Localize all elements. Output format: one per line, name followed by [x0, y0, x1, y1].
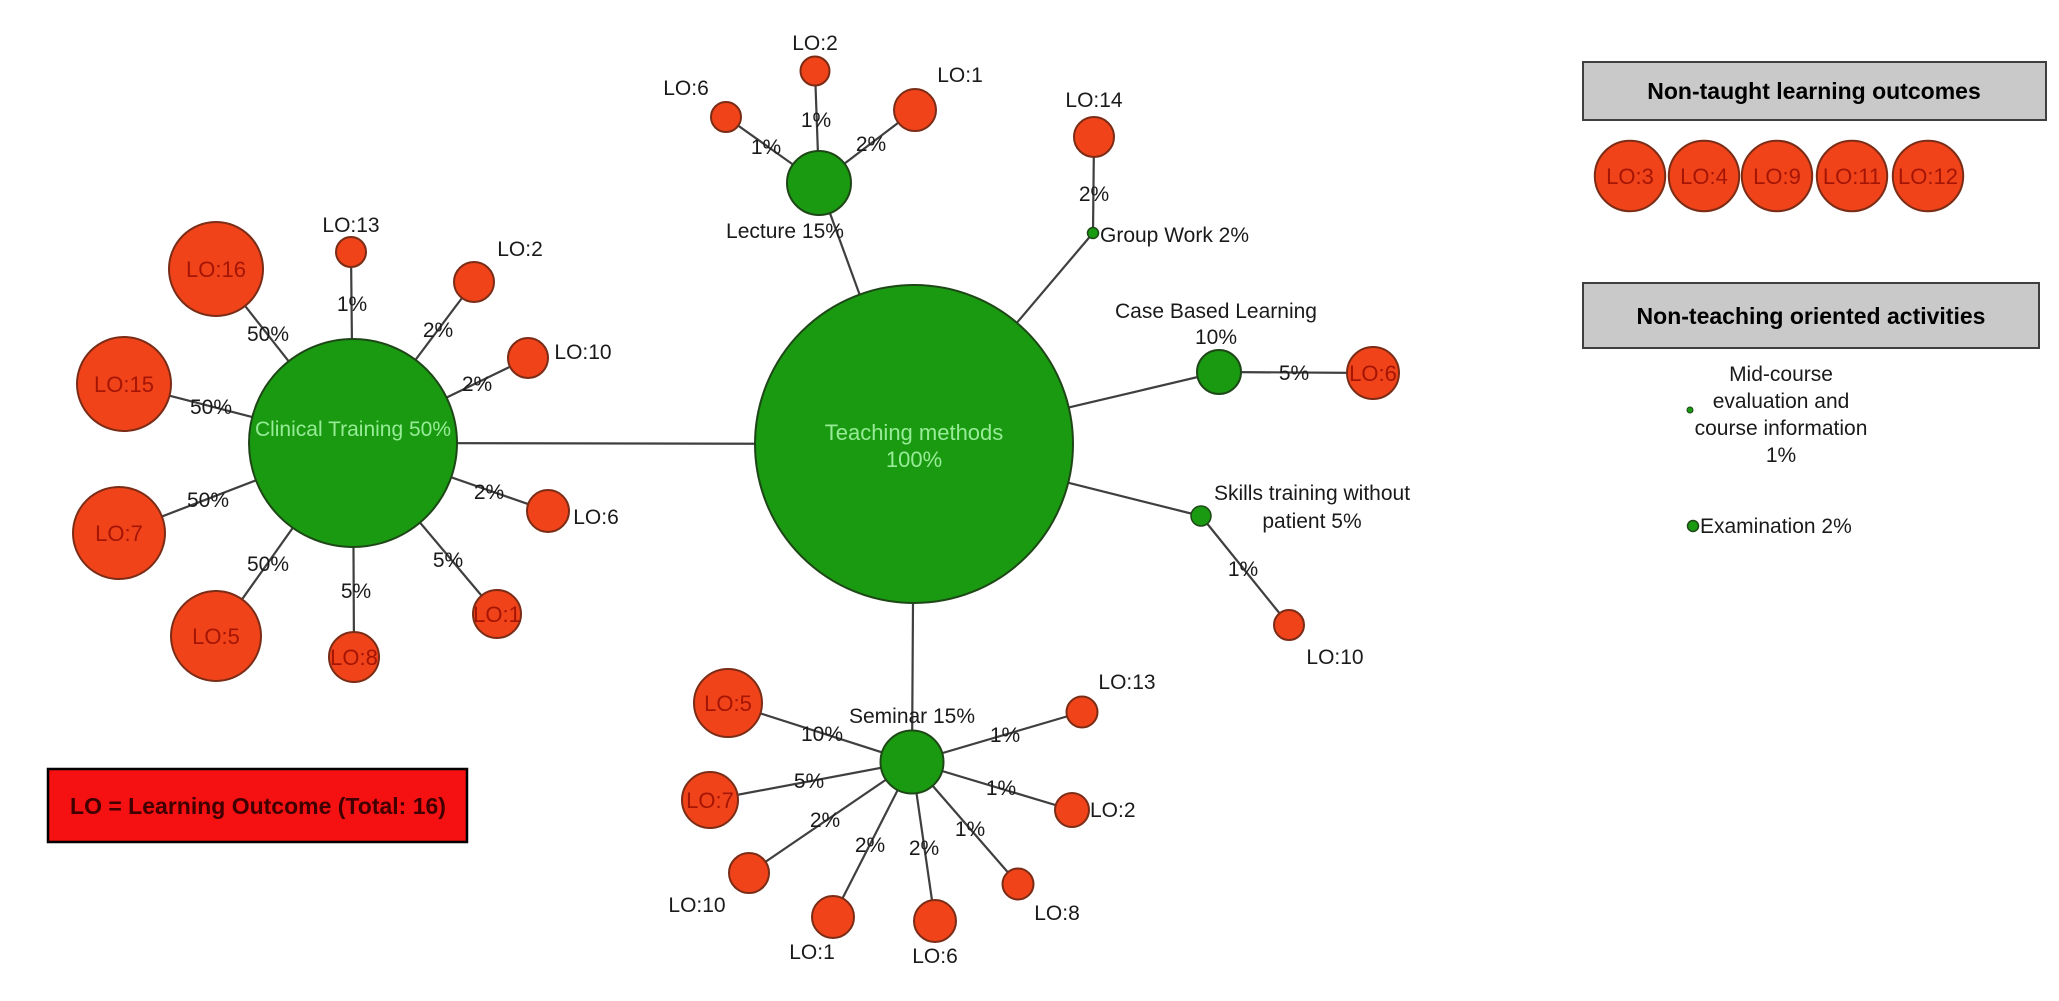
svg-text:LO:10: LO:10 — [668, 894, 725, 917]
svg-text:2%: 2% — [810, 809, 840, 832]
svg-text:Non-taught learning outcomes: Non-taught learning outcomes — [1647, 78, 1981, 104]
svg-text:5%: 5% — [341, 580, 371, 603]
svg-text:1%: 1% — [1228, 558, 1258, 581]
svg-text:LO:13: LO:13 — [1098, 671, 1155, 694]
svg-text:LO:5: LO:5 — [704, 691, 752, 716]
svg-text:LO:1: LO:1 — [789, 941, 835, 964]
svg-text:Seminar 15%: Seminar 15% — [849, 705, 975, 728]
svg-text:50%: 50% — [247, 553, 289, 576]
svg-text:1%: 1% — [801, 109, 831, 132]
svg-text:LO:3: LO:3 — [1606, 164, 1654, 189]
svg-text:LO:8: LO:8 — [1034, 902, 1080, 925]
svg-text:course information: course information — [1695, 417, 1868, 440]
svg-text:Case Based Learning: Case Based Learning — [1115, 300, 1317, 323]
svg-text:Non-teaching oriented activiti: Non-teaching oriented activities — [1637, 303, 1986, 329]
svg-text:Clinical Training 50%: Clinical Training 50% — [255, 418, 451, 441]
svg-text:LO:11: LO:11 — [1823, 164, 1881, 189]
svg-text:LO:7: LO:7 — [686, 788, 734, 813]
svg-text:LO = Learning Outcome (Total:: LO = Learning Outcome (Total: 16) — [70, 793, 446, 819]
svg-text:100%: 100% — [886, 447, 942, 472]
svg-text:LO:1: LO:1 — [473, 602, 521, 627]
svg-text:LO:6: LO:6 — [912, 945, 958, 968]
svg-text:patient 5%: patient 5% — [1262, 510, 1361, 533]
svg-text:LO:4: LO:4 — [1680, 164, 1728, 189]
svg-text:LO:2: LO:2 — [497, 238, 543, 261]
svg-text:LO:12: LO:12 — [1898, 164, 1958, 189]
svg-text:LO:6: LO:6 — [573, 506, 619, 529]
svg-text:LO:10: LO:10 — [554, 341, 611, 364]
svg-text:LO:7: LO:7 — [95, 521, 143, 546]
svg-text:1%: 1% — [955, 818, 985, 841]
svg-text:LO:6: LO:6 — [1349, 361, 1397, 386]
svg-text:5%: 5% — [433, 549, 463, 572]
svg-text:10%: 10% — [801, 723, 843, 746]
svg-text:Group Work 2%: Group Work 2% — [1100, 224, 1249, 247]
svg-text:50%: 50% — [187, 489, 229, 512]
svg-text:LO:1: LO:1 — [937, 64, 983, 87]
svg-text:1%: 1% — [986, 777, 1016, 800]
svg-text:5%: 5% — [794, 770, 824, 793]
svg-text:LO:13: LO:13 — [322, 214, 379, 237]
svg-text:Skills training without: Skills training without — [1214, 482, 1410, 505]
svg-text:LO:6: LO:6 — [663, 77, 709, 100]
svg-text:1%: 1% — [990, 724, 1020, 747]
svg-text:LO:16: LO:16 — [186, 257, 246, 282]
svg-text:Mid-course: Mid-course — [1729, 363, 1833, 386]
svg-text:2%: 2% — [909, 837, 939, 860]
svg-text:LO:10: LO:10 — [1306, 646, 1363, 669]
svg-text:LO:2: LO:2 — [1090, 799, 1136, 822]
svg-text:2%: 2% — [462, 373, 492, 396]
svg-text:1%: 1% — [1766, 444, 1796, 467]
svg-text:evaluation and: evaluation and — [1713, 390, 1850, 413]
svg-text:2%: 2% — [856, 133, 886, 156]
svg-text:2%: 2% — [423, 319, 453, 342]
svg-text:LO:2: LO:2 — [792, 32, 838, 55]
svg-text:Lecture 15%: Lecture 15% — [726, 220, 844, 243]
svg-text:2%: 2% — [855, 834, 885, 857]
svg-text:LO:5: LO:5 — [192, 624, 240, 649]
svg-text:1%: 1% — [751, 136, 781, 159]
svg-text:LO:9: LO:9 — [1753, 164, 1801, 189]
svg-text:Teaching methods: Teaching methods — [825, 420, 1004, 445]
svg-text:1%: 1% — [337, 293, 367, 316]
svg-text:LO:15: LO:15 — [94, 372, 154, 397]
svg-text:5%: 5% — [1279, 362, 1309, 385]
svg-text:LO:14: LO:14 — [1065, 89, 1123, 112]
svg-text:50%: 50% — [247, 323, 289, 346]
svg-text:2%: 2% — [474, 481, 504, 504]
svg-text:50%: 50% — [190, 396, 232, 419]
svg-text:LO:8: LO:8 — [330, 645, 378, 670]
svg-text:2%: 2% — [1079, 183, 1109, 206]
svg-text:Examination 2%: Examination 2% — [1700, 515, 1852, 538]
svg-text:10%: 10% — [1195, 326, 1237, 349]
